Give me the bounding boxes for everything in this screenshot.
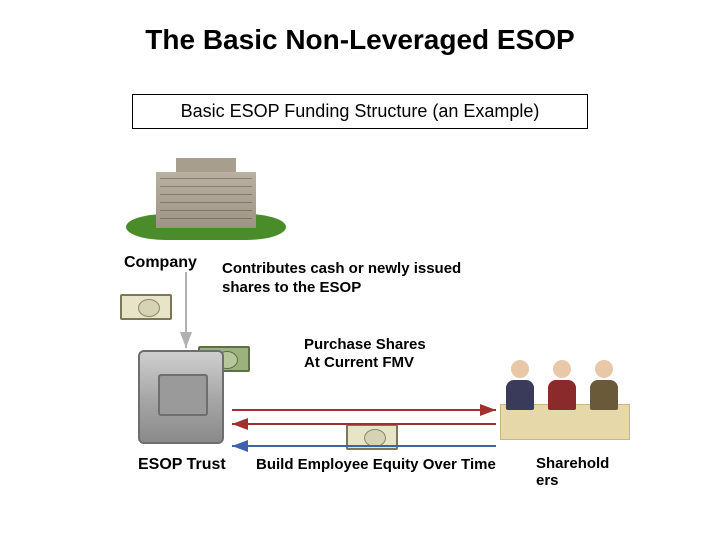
subtitle-text: Basic ESOP Funding Structure (an Example… — [181, 101, 540, 121]
subtitle-box: Basic ESOP Funding Structure (an Example… — [132, 94, 588, 129]
building-windows — [160, 176, 252, 226]
money-icon-3 — [346, 424, 398, 450]
person-2 — [548, 360, 576, 410]
shareholders-label: Sharehold ers — [536, 456, 609, 489]
safe-dial — [176, 386, 190, 400]
building-top — [176, 158, 236, 172]
company-label: Company — [124, 254, 197, 272]
esop-trust-label: ESOP Trust — [138, 456, 226, 474]
money-icon-1 — [120, 294, 172, 320]
purchase-text: Purchase Shares At Current FMV — [304, 336, 426, 372]
safe-image — [138, 350, 224, 444]
build-equity-text: Build Employee Equity Over Time — [256, 456, 496, 473]
contributes-text: Contributes cash or newly issued shares … — [222, 260, 512, 298]
person-1 — [506, 360, 534, 410]
person-3 — [590, 360, 618, 410]
page-title: The Basic Non-Leveraged ESOP — [0, 24, 720, 56]
shareholders-image — [500, 340, 630, 440]
company-building-image — [126, 150, 286, 240]
